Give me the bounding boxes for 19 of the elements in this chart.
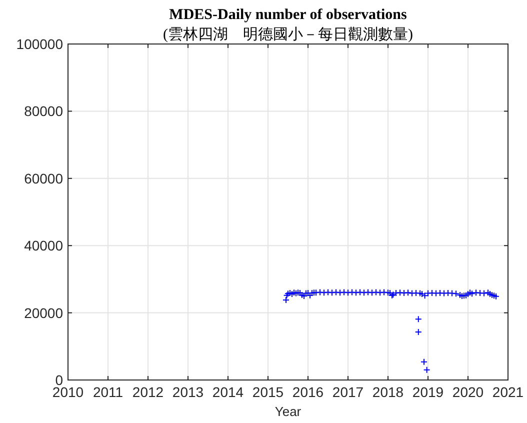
x-tick-label: 2021 xyxy=(492,384,524,400)
y-tick-label: 40000 xyxy=(24,238,64,254)
x-tick-label: 2012 xyxy=(132,384,164,400)
x-tick-label: 2020 xyxy=(452,384,484,400)
y-tick-label: 20000 xyxy=(24,304,64,321)
x-tick-label: 2014 xyxy=(212,384,244,400)
y-tick-label: 60000 xyxy=(24,170,64,186)
x-tick-label: 2016 xyxy=(292,384,324,400)
x-tick-label: 2013 xyxy=(172,384,204,400)
x-tick-label: 2011 xyxy=(92,384,124,400)
x-axis-title: Year xyxy=(274,404,302,419)
x-tick-label: 2018 xyxy=(372,384,404,400)
y-tick-label: 100000 xyxy=(16,36,64,52)
x-tick-label: 2015 xyxy=(252,384,284,400)
chart-subtitle: (雲林四湖 明德國小－每日觀測數量) xyxy=(163,26,413,43)
y-tick-label: 80000 xyxy=(24,103,64,120)
chart-title: MDES-Daily number of observations xyxy=(169,7,407,23)
x-tick-label: 2017 xyxy=(332,384,364,400)
x-tick-label: 2019 xyxy=(412,384,444,400)
